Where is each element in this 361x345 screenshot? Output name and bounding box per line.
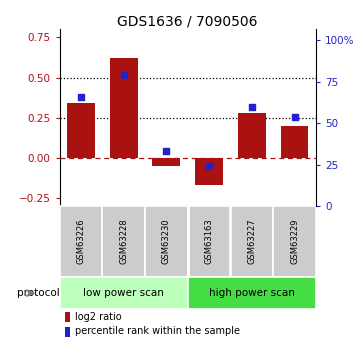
Text: log2 ratio: log2 ratio bbox=[75, 312, 122, 322]
Text: GSM63228: GSM63228 bbox=[119, 219, 128, 264]
Point bbox=[121, 72, 127, 78]
Bar bbox=[231, 206, 273, 277]
Text: high power scan: high power scan bbox=[209, 288, 295, 298]
Bar bbox=[103, 206, 145, 277]
Point bbox=[206, 164, 212, 169]
Bar bbox=[238, 113, 266, 158]
Text: GSM63163: GSM63163 bbox=[205, 219, 214, 265]
Text: GSM63230: GSM63230 bbox=[162, 219, 171, 264]
Bar bbox=[195, 158, 223, 185]
Bar bbox=[152, 158, 180, 166]
Text: percentile rank within the sample: percentile rank within the sample bbox=[75, 326, 240, 336]
Bar bbox=[65, 326, 70, 337]
Point bbox=[78, 94, 84, 99]
Bar bbox=[67, 103, 95, 158]
Bar bbox=[110, 58, 138, 158]
Bar bbox=[280, 126, 308, 158]
Bar bbox=[60, 277, 188, 309]
Title: GDS1636 / 7090506: GDS1636 / 7090506 bbox=[117, 14, 258, 28]
Bar bbox=[188, 206, 230, 277]
Point bbox=[292, 114, 297, 119]
Text: GSM63229: GSM63229 bbox=[290, 219, 299, 264]
Bar bbox=[188, 277, 316, 309]
Bar bbox=[145, 206, 187, 277]
Text: low power scan: low power scan bbox=[83, 288, 164, 298]
Bar bbox=[273, 206, 316, 277]
Bar bbox=[65, 312, 70, 322]
Text: GSM63227: GSM63227 bbox=[247, 219, 256, 264]
Text: GSM63226: GSM63226 bbox=[77, 219, 86, 264]
Point bbox=[249, 104, 255, 109]
Bar bbox=[60, 206, 102, 277]
Text: protocol: protocol bbox=[17, 288, 60, 298]
Point bbox=[164, 149, 169, 154]
